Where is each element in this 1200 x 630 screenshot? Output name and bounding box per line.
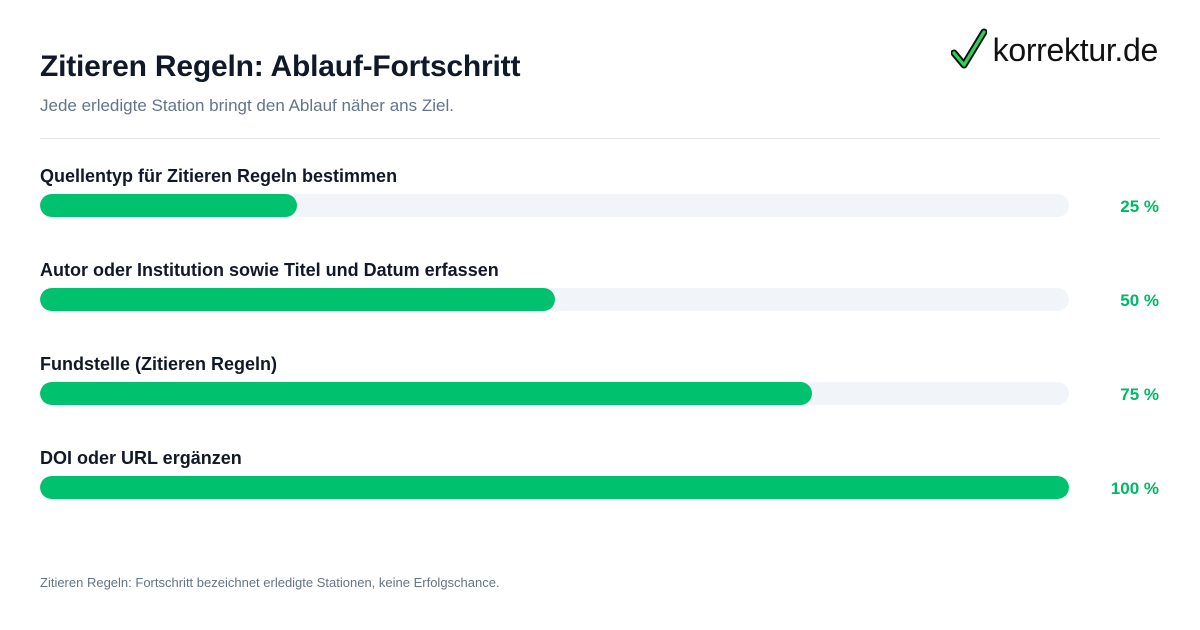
footnote: Zitieren Regeln: Fortschritt bezeichnet … [40, 575, 500, 590]
progress-bar-fill [40, 382, 812, 405]
progress-track [40, 288, 1069, 311]
progress-row-label: Fundstelle (Zitieren Regeln) [40, 354, 278, 374]
progress-row: Autor oder Institution sowie Titel und D… [40, 260, 1160, 354]
header-divider [40, 138, 1160, 139]
progress-row-label: DOI oder URL ergänzen [40, 448, 242, 468]
brand-logo[interactable]: korrektur.de [950, 28, 1159, 72]
progress-list: Quellentyp für Zitieren Regeln bestimmen… [40, 166, 1160, 542]
progress-value-label: 50 % [1120, 291, 1159, 310]
progress-value-label: 25 % [1120, 197, 1159, 216]
progress-bar-fill [40, 194, 298, 217]
checkmark-icon [950, 28, 987, 69]
progress-value-label: 100 % [1110, 479, 1159, 498]
brand-name: korrektur.de [992, 31, 1159, 68]
progress-row: DOI oder URL ergänzen 100 % [40, 448, 1160, 542]
progress-bar-fill [40, 476, 1069, 499]
progress-row: Quellentyp für Zitieren Regeln bestimmen… [40, 166, 1160, 260]
progress-track [40, 194, 1069, 217]
progress-row-label: Autor oder Institution sowie Titel und D… [40, 260, 499, 280]
progress-track [40, 476, 1069, 499]
progress-bar-fill [40, 288, 555, 311]
page-subtitle: Jede erledigte Station bringt den Ablauf… [40, 96, 454, 115]
progress-row-label: Quellentyp für Zitieren Regeln bestimmen [40, 166, 398, 186]
progress-row: Fundstelle (Zitieren Regeln) 75 % [40, 354, 1160, 448]
progress-track [40, 382, 1069, 405]
progress-value-label: 75 % [1120, 385, 1159, 404]
page-title: Zitieren Regeln: Ablauf-Fortschritt [40, 50, 521, 83]
